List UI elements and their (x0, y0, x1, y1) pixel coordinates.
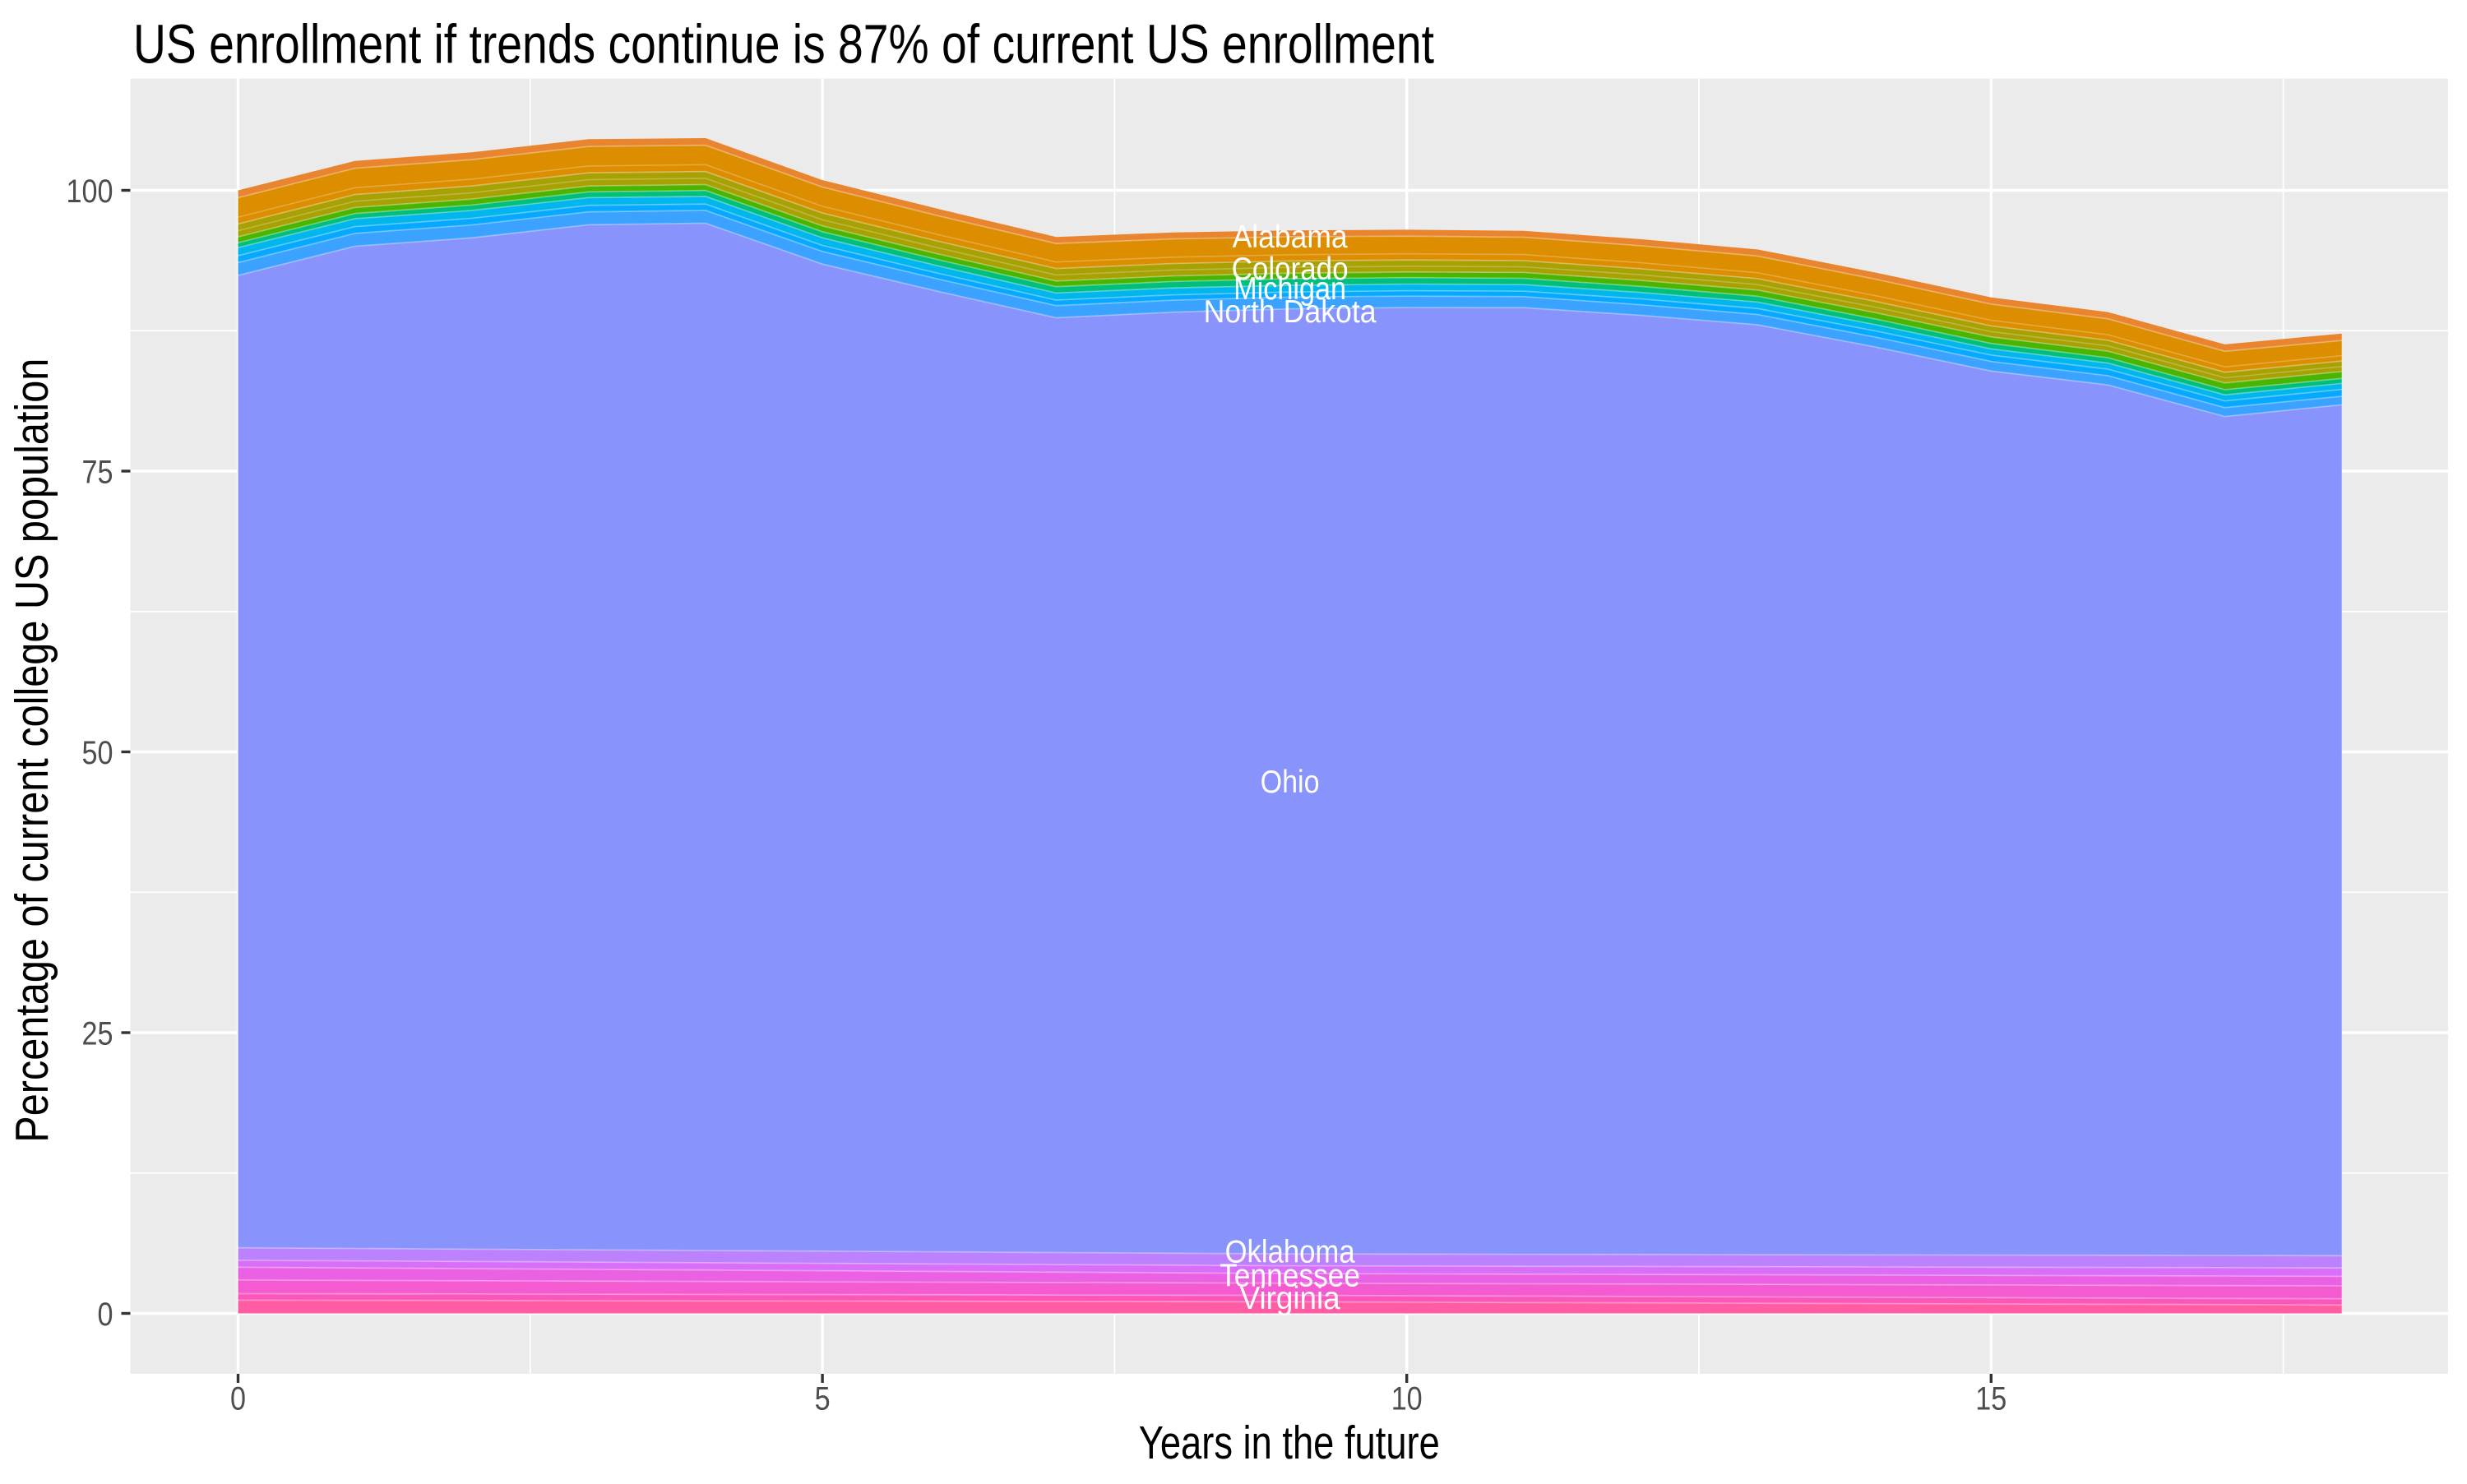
svg-text:North Dakota: North Dakota (1204, 294, 1377, 330)
svg-text:15: 15 (1975, 1381, 2006, 1417)
svg-text:50: 50 (82, 735, 113, 771)
svg-text:Percentage of current college: Percentage of current college US populat… (6, 358, 58, 1143)
svg-text:Ohio: Ohio (1261, 765, 1320, 800)
svg-text:0: 0 (98, 1297, 113, 1333)
svg-text:Colorado: Colorado (1232, 252, 1349, 287)
svg-text:25: 25 (82, 1016, 113, 1052)
svg-text:100: 100 (67, 173, 113, 210)
svg-text:10: 10 (1391, 1381, 1423, 1417)
svg-text:Tennessee: Tennessee (1220, 1259, 1360, 1294)
svg-text:Alabama: Alabama (1233, 220, 1349, 255)
svg-text:5: 5 (815, 1381, 831, 1417)
svg-text:0: 0 (230, 1381, 246, 1417)
svg-text:Michigan: Michigan (1234, 271, 1346, 307)
svg-text:75: 75 (82, 455, 113, 491)
svg-text:Oklahoma: Oklahoma (1225, 1234, 1356, 1269)
svg-text:Years in the future: Years in the future (1139, 1417, 1440, 1468)
svg-text:US enrollment if trends contin: US enrollment if trends continue is 87% … (133, 14, 1434, 76)
svg-text:Virginia: Virginia (1240, 1281, 1341, 1316)
